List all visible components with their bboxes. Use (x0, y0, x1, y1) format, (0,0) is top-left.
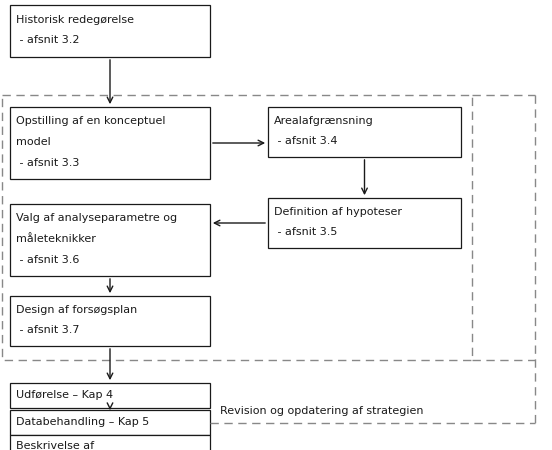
Bar (268, 107, 461, 157)
Text: måleteknikker: måleteknikker (16, 234, 96, 244)
Bar (10, 296, 210, 346)
Text: Arealafgrænsning: Arealafgrænsning (274, 116, 374, 126)
Text: Databehandling – Kap 5: Databehandling – Kap 5 (16, 417, 149, 427)
Text: Design af forsøgsplan: Design af forsøgsplan (16, 305, 137, 315)
Bar (10, 383, 210, 408)
Bar (268, 198, 461, 248)
Bar (10, 5, 210, 57)
Text: - afsnit 3.7: - afsnit 3.7 (16, 325, 79, 335)
Text: model: model (16, 137, 51, 147)
Bar (2, 95, 472, 360)
Text: - afsnit 3.6: - afsnit 3.6 (16, 255, 79, 265)
Text: - afsnit 3.5: - afsnit 3.5 (274, 227, 337, 237)
Text: Beskrivelse af: Beskrivelse af (16, 441, 94, 450)
Text: Historisk redegørelse: Historisk redegørelse (16, 14, 134, 25)
Text: Valg af analyseparametre og: Valg af analyseparametre og (16, 213, 177, 223)
Text: Udførelse – Kap 4: Udførelse – Kap 4 (16, 390, 113, 400)
Bar (10, 435, 210, 450)
Bar (10, 107, 210, 179)
Text: Opstilling af en konceptuel: Opstilling af en konceptuel (16, 117, 166, 126)
Text: - afsnit 3.3: - afsnit 3.3 (16, 158, 79, 167)
Bar (10, 410, 210, 435)
Bar (10, 204, 210, 276)
Text: Revision og opdatering af strategien: Revision og opdatering af strategien (220, 406, 423, 417)
Text: - afsnit 3.4: - afsnit 3.4 (274, 136, 337, 146)
Text: - afsnit 3.2: - afsnit 3.2 (16, 36, 79, 45)
Text: Definition af hypoteser: Definition af hypoteser (274, 207, 402, 217)
